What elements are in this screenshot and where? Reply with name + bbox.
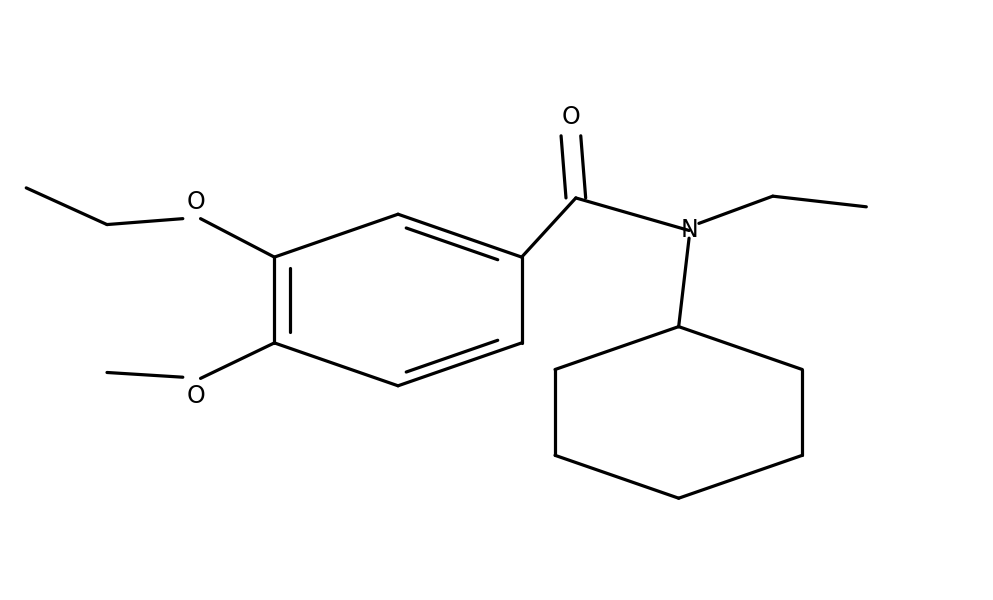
Text: O: O	[187, 190, 205, 214]
Text: N: N	[680, 218, 698, 242]
Text: O: O	[187, 385, 205, 409]
Text: O: O	[561, 105, 580, 129]
